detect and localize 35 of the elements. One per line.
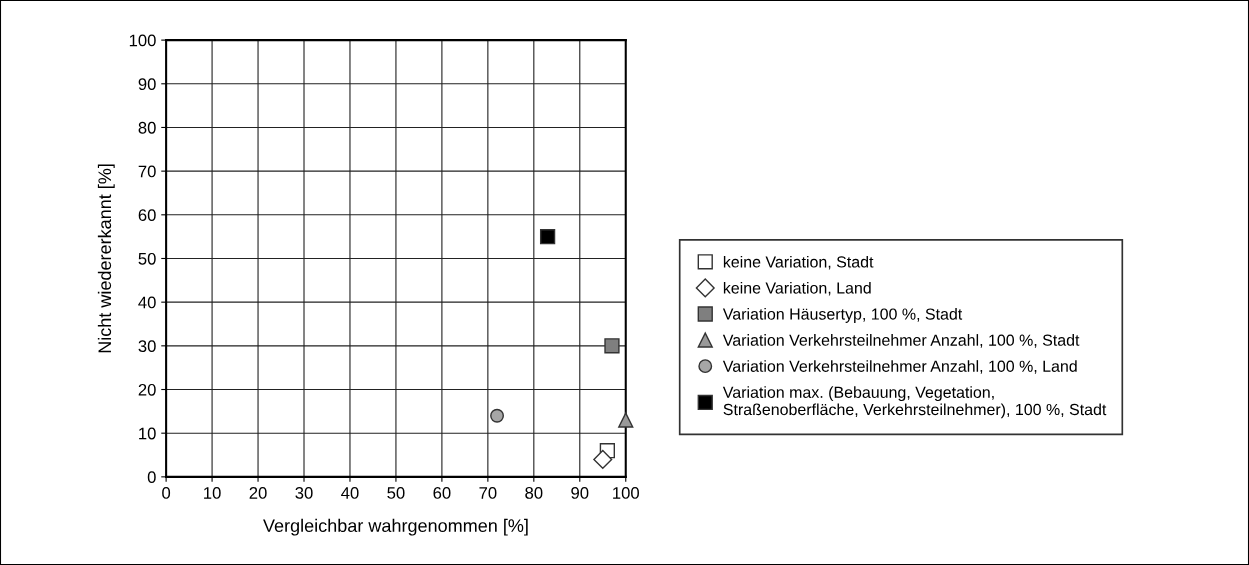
- x-tick-label: 0: [162, 487, 171, 499]
- legend-label: Variation Häusertyp, 100 %, Stadt: [722, 308, 963, 323]
- legend-label: Variation max. (Bebauung, Vegetation, Straßenoberfläche, Verkehrsteilnehmer), 100 %, Stadt: [722, 386, 1107, 419]
- x-tick-label: 100: [613, 487, 639, 499]
- y-tick-label: 50: [138, 252, 156, 265]
- point: [539, 229, 556, 245]
- y-tick-label: 20: [138, 383, 156, 396]
- point: [593, 449, 613, 469]
- point: [604, 338, 620, 354]
- y-tick-label: 80: [138, 121, 156, 134]
- y-tick-label: 60: [138, 209, 156, 222]
- y-axis-title: Nicht wiedererkannt [%]: [97, 164, 115, 353]
- legend-label: Variation Verkehrsteilnehmer Anzahl, 100 %, Land: [722, 360, 1077, 374]
- point: [490, 408, 504, 423]
- x-tick-label: 80: [525, 487, 543, 499]
- legend-label: keine Variation, Stadt: [723, 255, 874, 270]
- x-tick-label: 20: [249, 487, 267, 499]
- x-tick-label: 10: [204, 487, 221, 499]
- x-tick-label: 50: [387, 487, 405, 499]
- y-tick-label: 90: [138, 78, 156, 90]
- y-tick-label: 30: [138, 340, 156, 353]
- x-tick-label: 30: [295, 487, 313, 499]
- y-tick-label: 70: [138, 165, 156, 178]
- x-axis-title: Vergleichbar wahrgenommen [%]: [263, 518, 528, 536]
- x-tick-label: 70: [479, 487, 497, 499]
- y-tick-label: 0: [147, 471, 156, 484]
- x-tick-label: 60: [433, 487, 451, 499]
- x-tick-label: 90: [571, 487, 589, 499]
- y-tick-label: 40: [138, 296, 156, 309]
- x-tick-label: 40: [341, 487, 359, 499]
- legend-label: Variation Verkehrsteilnehmer Anzahl, 100 %, Stadt: [722, 334, 1080, 348]
- point: [618, 412, 634, 428]
- legend-label: keine Variation, Land: [723, 281, 871, 296]
- y-tick-label: 100: [129, 34, 156, 47]
- y-tick-label: 10: [139, 427, 156, 440]
